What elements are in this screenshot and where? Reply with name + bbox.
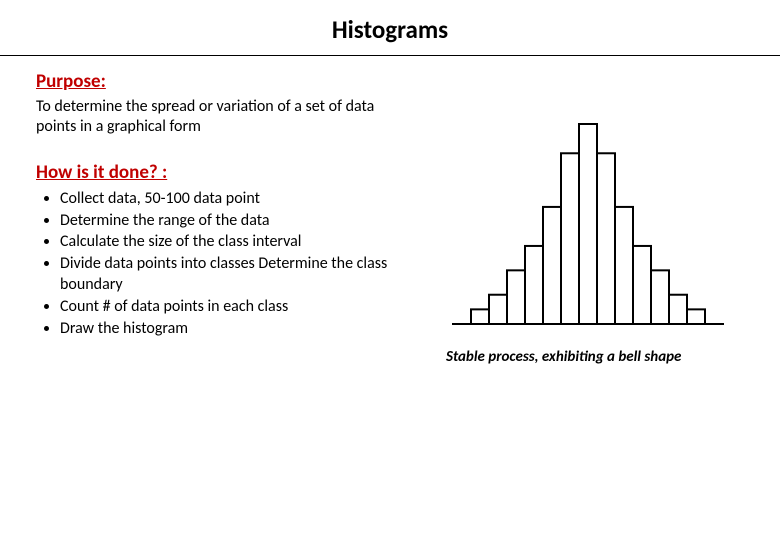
left-column: Purpose: To determine the spread or vari… [36,70,416,367]
purpose-heading: Purpose: [36,70,406,93]
histogram-bar [597,153,615,324]
histogram-svg [448,110,728,330]
content-row: Purpose: To determine the spread or vari… [0,56,780,367]
histogram-caption: Stable process, exhibiting a bell shape [426,348,750,367]
histogram-bar [471,309,489,324]
histogram-bar [561,153,579,324]
histogram-bar [669,295,687,324]
slide: Histograms Purpose: To determine the spr… [0,0,780,540]
list-item: Collect data, 50-100 data point [60,188,406,210]
list-item: Divide data points into classes Determin… [60,253,406,296]
histogram-chart [426,110,750,330]
right-column: Stable process, exhibiting a bell shape [416,70,750,367]
histogram-bar [633,246,651,324]
list-item: Count # of data points in each class [60,296,406,318]
histogram-bar [507,270,525,324]
how-heading: How is it done? : [36,161,406,184]
histogram-bar [615,207,633,324]
list-item: Determine the range of the data [60,210,406,232]
histogram-bar [525,246,543,324]
histogram-bar [687,309,705,324]
how-steps-list: Collect data, 50-100 data point Determin… [36,188,406,339]
histogram-bar [579,124,597,324]
page-title: Histograms [0,0,780,55]
list-item: Draw the histogram [60,318,406,340]
histogram-bar [651,270,669,324]
histogram-bar [543,207,561,324]
histogram-bar [489,295,507,324]
list-item: Calculate the size of the class interval [60,231,406,253]
purpose-text: To determine the spread or variation of … [36,97,406,137]
